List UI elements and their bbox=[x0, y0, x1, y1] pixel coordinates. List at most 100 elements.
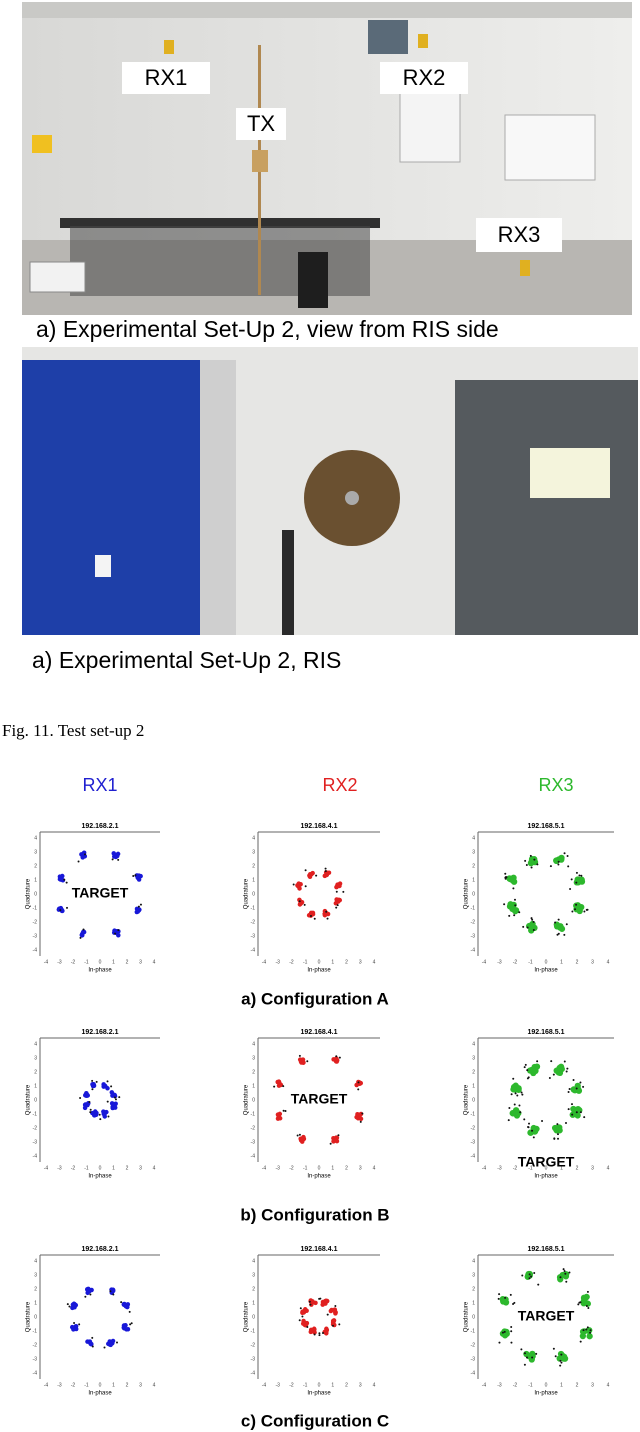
noise-point bbox=[557, 932, 560, 935]
noise-point bbox=[528, 1273, 531, 1276]
noise-point bbox=[523, 1066, 526, 1069]
constellation-point bbox=[358, 1116, 364, 1122]
x-tick-label: -4 bbox=[482, 1382, 487, 1388]
noise-point bbox=[526, 1069, 529, 1072]
plot-title: 192.168.2.1 bbox=[82, 823, 119, 830]
constellation-point bbox=[110, 1338, 116, 1344]
constellation-point bbox=[277, 1116, 283, 1121]
noise-point bbox=[567, 1090, 570, 1093]
noise-point bbox=[510, 1330, 513, 1333]
noise-point bbox=[83, 853, 86, 856]
plot-title: 192.168.4.1 bbox=[301, 1029, 338, 1036]
plot-title: 192.168.5.1 bbox=[528, 1029, 565, 1036]
constellation-point bbox=[510, 1086, 517, 1093]
tx-antenna bbox=[252, 150, 268, 172]
noise-point bbox=[134, 874, 137, 877]
y-tick-label: -4 bbox=[471, 947, 476, 953]
y-tick-label: 0 bbox=[472, 891, 475, 897]
warning-sign bbox=[32, 135, 52, 153]
y-tick-label: 0 bbox=[472, 1314, 475, 1320]
y-tick-label: 2 bbox=[472, 1069, 475, 1075]
photo-label: TX bbox=[247, 111, 275, 136]
figure-caption: Fig. 11. Test set-up 2 bbox=[2, 721, 144, 740]
noise-point bbox=[337, 1134, 340, 1137]
noise-point bbox=[572, 1079, 575, 1082]
y-tick-label: -1 bbox=[251, 1111, 256, 1117]
noise-point bbox=[562, 1268, 565, 1271]
x-tick-label: -1 bbox=[303, 1165, 308, 1171]
noise-point bbox=[523, 1352, 526, 1355]
x-axis-label: In-phase bbox=[307, 968, 331, 974]
noise-point bbox=[504, 877, 507, 880]
noise-point bbox=[541, 1120, 544, 1123]
noise-point bbox=[139, 903, 142, 906]
y-tick-label: -1 bbox=[251, 905, 256, 911]
noise-point bbox=[308, 1300, 311, 1303]
poster bbox=[504, 114, 596, 181]
constellation-point bbox=[560, 1355, 567, 1362]
x-axis-label: In-phase bbox=[88, 1391, 112, 1397]
noise-point bbox=[66, 1303, 69, 1306]
noise-point bbox=[334, 1305, 337, 1308]
photo-label: RX2 bbox=[403, 65, 446, 90]
constellation-point bbox=[300, 1057, 306, 1062]
x-tick-label: -4 bbox=[262, 959, 267, 965]
configuration-caption: b) Configuration B bbox=[240, 1205, 389, 1224]
noise-point bbox=[525, 864, 528, 867]
y-tick-label: 4 bbox=[252, 835, 255, 841]
x-tick-label: -4 bbox=[44, 1165, 49, 1171]
noise-point bbox=[510, 1341, 513, 1344]
noise-point bbox=[509, 1293, 512, 1296]
constellation-point bbox=[71, 1327, 76, 1332]
noise-point bbox=[566, 854, 569, 857]
constellation-point bbox=[579, 1328, 587, 1335]
noise-point bbox=[567, 865, 570, 868]
constellation-point bbox=[509, 877, 517, 884]
x-tick-label: -2 bbox=[513, 1382, 518, 1388]
noise-point bbox=[331, 1324, 334, 1327]
noise-point bbox=[512, 887, 515, 890]
constellation-point bbox=[301, 1136, 307, 1142]
noise-point bbox=[521, 1093, 524, 1096]
constellation-point bbox=[553, 1067, 560, 1074]
constellation-point bbox=[355, 1111, 360, 1117]
constellation-point bbox=[79, 932, 85, 938]
noise-point bbox=[578, 874, 581, 877]
noise-point bbox=[523, 1363, 526, 1366]
y-tick-label: 0 bbox=[34, 891, 37, 897]
noise-point bbox=[556, 1133, 559, 1136]
noise-point bbox=[68, 1305, 71, 1308]
constellation-point bbox=[103, 1083, 108, 1089]
noise-point bbox=[503, 1330, 506, 1333]
noise-point bbox=[513, 914, 516, 917]
y-tick-label: 1 bbox=[252, 1300, 255, 1306]
y-tick-label: 0 bbox=[34, 1314, 37, 1320]
x-tick-label: 2 bbox=[345, 1382, 348, 1388]
constellation-point bbox=[92, 1113, 97, 1118]
y-tick-label: -3 bbox=[251, 1356, 256, 1362]
target-label: TARGET bbox=[518, 1154, 575, 1170]
noise-point bbox=[324, 867, 327, 870]
x-tick-label: 3 bbox=[591, 959, 594, 965]
constellation-point bbox=[296, 881, 302, 886]
noise-point bbox=[309, 1303, 312, 1306]
noise-point bbox=[567, 1108, 570, 1111]
x-tick-label: -2 bbox=[513, 1165, 518, 1171]
noise-point bbox=[564, 1272, 567, 1275]
noise-point bbox=[532, 929, 535, 932]
x-tick-label: 1 bbox=[112, 1165, 115, 1171]
noise-point bbox=[114, 1098, 117, 1101]
noise-point bbox=[565, 1070, 568, 1073]
x-axis-label: In-phase bbox=[307, 1391, 331, 1397]
noise-point bbox=[508, 1107, 511, 1110]
x-tick-label: 0 bbox=[545, 1382, 548, 1388]
noise-point bbox=[571, 910, 574, 913]
x-tick-label: -3 bbox=[57, 959, 62, 965]
noise-point bbox=[298, 1133, 301, 1136]
y-tick-label: 3 bbox=[34, 1055, 37, 1061]
noise-point bbox=[554, 1355, 557, 1358]
y-tick-label: -3 bbox=[471, 933, 476, 939]
x-tick-label: 4 bbox=[153, 1382, 156, 1388]
noise-point bbox=[359, 1120, 362, 1123]
y-tick-label: -2 bbox=[471, 1342, 476, 1348]
